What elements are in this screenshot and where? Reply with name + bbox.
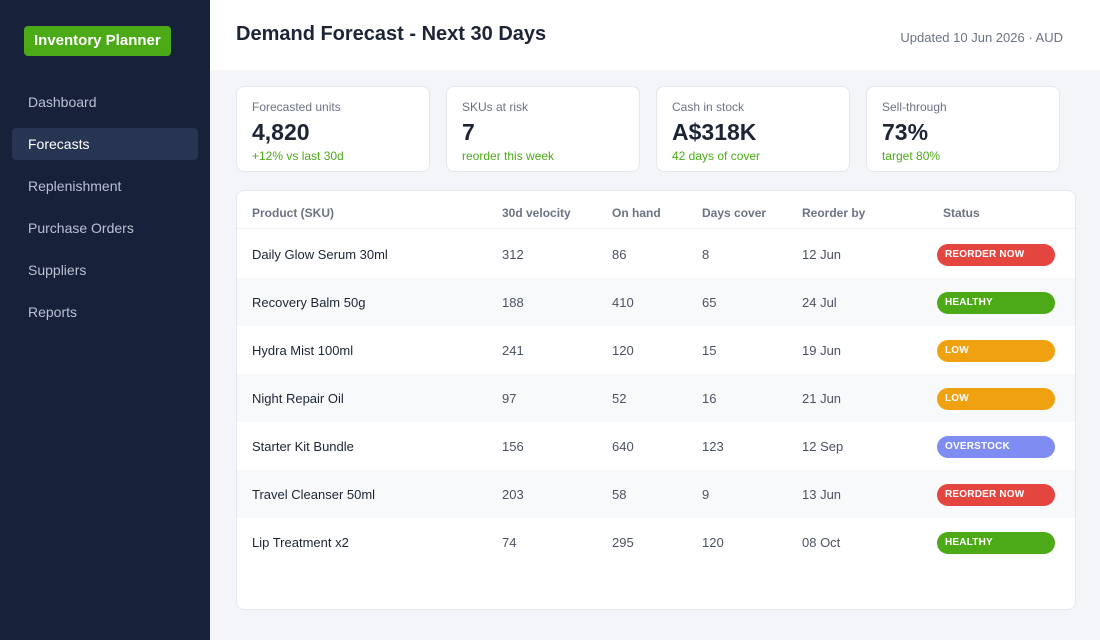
cell-reorder-by: 12 Sep — [802, 439, 844, 454]
table-row[interactable]: Daily Glow Serum 30ml 312 86 8 12 Jun RE… — [237, 230, 1075, 278]
cell-days-cover: 8 — [702, 247, 710, 262]
brand-logo[interactable]: Inventory Planner — [24, 26, 171, 56]
sidebar-item-dashboard[interactable]: Dashboard — [28, 94, 97, 110]
table-row[interactable]: Hydra Mist 100ml 241 120 15 19 Jun LOW — [237, 326, 1075, 374]
cell-reorder-by: 08 Oct — [802, 535, 841, 550]
kpi-card-sell-through: Sell-through 73% target 80% — [866, 86, 1060, 172]
kpi-card-forecasted-units: Forecasted units 4,820 +12% vs last 30d — [236, 86, 430, 172]
cell-product: Starter Kit Bundle — [252, 439, 354, 454]
status-badge: REORDER NOW — [937, 484, 1055, 506]
cell-velocity: 97 — [502, 391, 517, 406]
kpi-value: 73% — [882, 119, 929, 145]
sidebar: Inventory Planner Dashboard Forecasts Re… — [0, 0, 210, 640]
kpi-label: Forecasted units — [252, 100, 341, 114]
kpi-label: Cash in stock — [672, 100, 745, 114]
table-row[interactable]: Starter Kit Bundle 156 640 123 12 Sep OV… — [237, 422, 1075, 470]
cell-velocity: 312 — [502, 247, 524, 262]
table-row[interactable]: Travel Cleanser 50ml 203 58 9 13 Jun REO… — [237, 470, 1075, 518]
cell-days-cover: 65 — [702, 295, 717, 310]
kpi-value: 4,820 — [252, 119, 310, 145]
status-badge: HEALTHY — [937, 292, 1055, 314]
status-badge: LOW — [937, 388, 1055, 410]
status-badge: OVERSTOCK — [937, 436, 1055, 458]
status-badge: LOW — [937, 340, 1055, 362]
cell-product: Night Repair Oil — [252, 391, 344, 406]
cell-days-cover: 9 — [702, 487, 710, 502]
cell-reorder-by: 19 Jun — [802, 343, 842, 358]
kpi-value: A$318K — [672, 119, 757, 145]
cell-product: Hydra Mist 100ml — [252, 343, 354, 358]
cell-days-cover: 120 — [702, 535, 724, 550]
cell-velocity: 74 — [502, 535, 517, 550]
cell-reorder-by: 24 Jul — [802, 295, 837, 310]
kpi-subtext: 42 days of cover — [672, 149, 761, 163]
sidebar-item-replenishment[interactable]: Replenishment — [28, 178, 122, 194]
column-header-days-cover[interactable]: Days cover — [702, 206, 767, 220]
cell-on-hand: 120 — [612, 343, 634, 358]
sidebar-item-forecasts[interactable]: Forecasts — [12, 128, 198, 160]
forecast-table: Product (SKU) 30d velocity On hand Days … — [236, 190, 1076, 610]
table-header: Product (SKU) 30d velocity On hand Days … — [237, 191, 1075, 229]
table-row[interactable]: Recovery Balm 50g 188 410 65 24 Jul HEAL… — [237, 278, 1075, 326]
sidebar-item-purchase-orders[interactable]: Purchase Orders — [28, 220, 134, 236]
cell-product: Lip Treatment x2 — [252, 535, 349, 550]
sidebar-item-suppliers[interactable]: Suppliers — [28, 262, 87, 278]
kpi-subtext: target 80% — [882, 149, 941, 163]
kpi-card-cash-in-stock: Cash in stock A$318K 42 days of cover — [656, 86, 850, 172]
cell-days-cover: 16 — [702, 391, 717, 406]
column-header-product[interactable]: Product (SKU) — [252, 206, 334, 220]
cell-reorder-by: 12 Jun — [802, 247, 842, 262]
kpi-label: SKUs at risk — [462, 100, 529, 114]
column-header-on-hand[interactable]: On hand — [612, 206, 661, 220]
cell-product: Daily Glow Serum 30ml — [252, 247, 388, 262]
cell-on-hand: 410 — [612, 295, 634, 310]
status-badge: HEALTHY — [937, 532, 1055, 554]
cell-on-hand: 640 — [612, 439, 634, 454]
kpi-value: 7 — [462, 119, 475, 145]
cell-days-cover: 123 — [702, 439, 724, 454]
column-header-velocity[interactable]: 30d velocity — [502, 206, 571, 220]
cell-on-hand: 52 — [612, 391, 627, 406]
table-row[interactable]: Lip Treatment x2 74 295 120 08 Oct HEALT… — [237, 518, 1075, 566]
cell-on-hand: 58 — [612, 487, 627, 502]
cell-velocity: 188 — [502, 295, 524, 310]
cell-days-cover: 15 — [702, 343, 717, 358]
kpi-subtext: reorder this week — [462, 149, 555, 163]
page-header: Demand Forecast - Next 30 Days Updated 1… — [210, 0, 1100, 70]
cell-product: Travel Cleanser 50ml — [252, 487, 376, 502]
kpi-card-skus-at-risk: SKUs at risk 7 reorder this week — [446, 86, 640, 172]
cell-reorder-by: 13 Jun — [802, 487, 842, 502]
cell-on-hand: 86 — [612, 247, 627, 262]
column-header-reorder-by[interactable]: Reorder by — [802, 206, 866, 220]
cell-velocity: 241 — [502, 343, 524, 358]
status-badge: REORDER NOW — [937, 244, 1055, 266]
cell-on-hand: 295 — [612, 535, 634, 550]
sidebar-item-reports[interactable]: Reports — [28, 304, 78, 320]
cell-product: Recovery Balm 50g — [252, 295, 366, 310]
last-updated: Updated 10 Jun 2026 · AUD — [900, 30, 1063, 45]
cell-reorder-by: 21 Jun — [802, 391, 842, 406]
cell-velocity: 203 — [502, 487, 524, 502]
table-row[interactable]: Night Repair Oil 97 52 16 21 Jun LOW — [237, 374, 1075, 422]
kpi-label: Sell-through — [882, 100, 947, 114]
column-header-status[interactable]: Status — [943, 206, 980, 220]
page-title: Demand Forecast - Next 30 Days — [236, 23, 547, 45]
sidebar-nav: Dashboard Forecasts Replenishment Purcha… — [12, 86, 198, 338]
kpi-subtext: +12% vs last 30d — [252, 149, 344, 163]
cell-velocity: 156 — [502, 439, 524, 454]
